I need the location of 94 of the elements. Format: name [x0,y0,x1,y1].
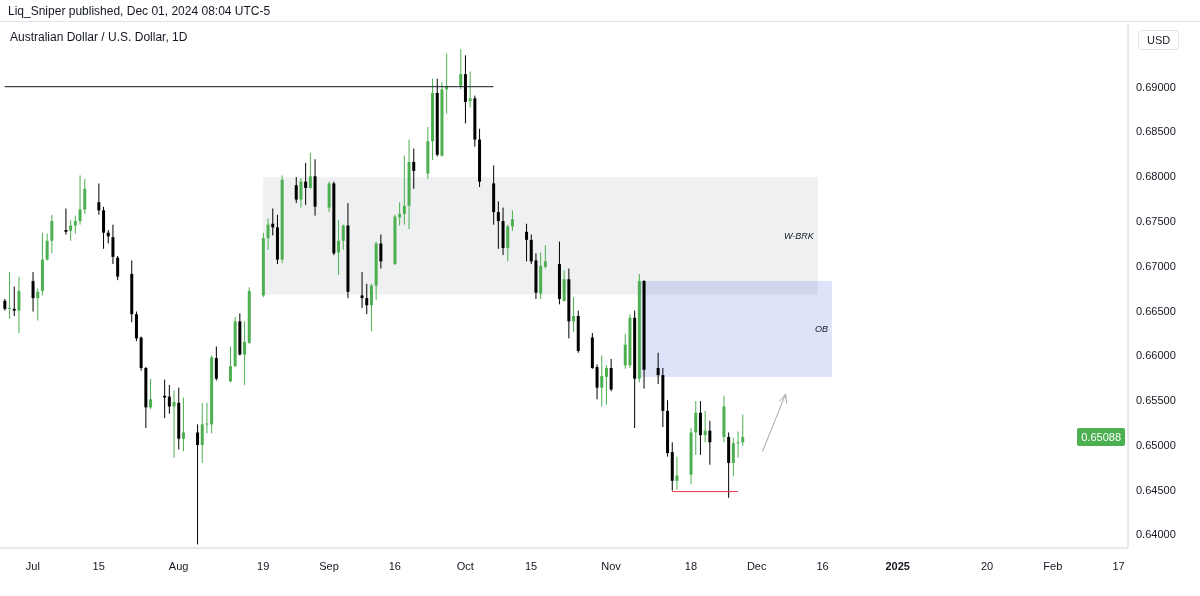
candlestick [365,283,369,315]
candlestick [731,437,735,477]
y-tick-label: 0.65000 [1136,438,1176,451]
x-tick-label: Feb [1043,560,1063,572]
candlestick [572,296,576,333]
candlestick [656,352,660,385]
candlestick [31,271,35,313]
candlestick [675,456,679,491]
candlestick [379,234,383,270]
x-tick-label: 16 [816,560,829,572]
candlestick [111,224,115,265]
candlestick [12,285,16,317]
candlestick [543,244,547,270]
y-tick-label: 0.64500 [1136,483,1176,496]
candlestick [163,379,167,419]
candlestick [181,397,185,452]
candlestick [609,358,613,392]
chart-subtitle: Liq_Sniper published, Dec 01, 2024 08:04 UTC-5 [8,4,271,18]
candlestick [50,214,54,254]
candlestick [341,224,345,251]
x-tick-label: Jul [25,560,40,572]
candlestick [600,354,604,407]
candlestick [8,271,12,320]
candlestick [299,177,303,209]
y-tick-label: 0.66000 [1136,349,1176,362]
x-tick-label: 15 [92,560,105,572]
candlestick [64,208,68,235]
y-tick-label: 0.67500 [1136,214,1176,227]
candlestick [496,200,500,250]
candlestick [703,410,707,443]
candlestick [741,414,745,447]
candlestick [694,400,698,456]
y-tick-label: 0.69000 [1136,80,1176,93]
x-tick-label: 18 [684,560,698,572]
x-tick-label: Sep [319,560,339,572]
candlestick [17,276,21,334]
candlestick [595,363,599,400]
candlestick [604,364,608,406]
candlestick [510,209,514,232]
candlestick [736,431,740,459]
y-tick-label: 0.68000 [1136,170,1176,183]
candlestick [562,269,566,303]
candlestick [294,176,298,204]
candlestick [308,152,312,190]
x-tick-label: 17 [1112,560,1125,572]
candlestick [708,420,712,466]
candlestick [402,155,406,226]
candlestick [205,402,209,434]
candlestick [525,223,529,262]
candlestick [266,217,270,251]
candlestick [468,70,472,108]
candlestick [200,402,204,464]
y-tick-label: 0.65500 [1136,394,1176,407]
candlestick [97,182,101,216]
x-tick-label: Oct [456,560,474,572]
candlestick [172,389,176,459]
text: OB [814,323,828,335]
candlestick [360,271,364,309]
candlestick [149,378,153,410]
candlestick [78,174,82,226]
candlestick [167,384,171,415]
x-tick-label: 16 [388,560,401,572]
x-tick-label: 20 [980,560,994,572]
candlestick [196,423,200,545]
candlestick [45,233,49,261]
candlestick [102,206,106,250]
candlestick [214,345,218,381]
candlestick [506,224,510,262]
y-tick-label: 0.64000 [1136,528,1176,541]
x-tick-label: Nov [601,560,622,572]
x-tick-label: 15 [524,560,538,572]
candlestick [243,320,247,386]
candlestick [337,219,341,276]
candlestick [698,400,702,456]
x-tick-label: Dec [746,560,767,572]
x-tick-label: 2025 [885,560,910,572]
candlestick [459,48,463,90]
candlestick [116,255,120,281]
candlestick [69,219,73,242]
annotation: 0.65088 [1077,428,1125,447]
candlestick [369,283,373,332]
candlestick [36,287,40,321]
y-tick-label: 0.67000 [1136,259,1176,272]
y-axis-title: USD [1138,30,1180,50]
x-tick-label: Aug [168,560,189,572]
candlestick [228,345,232,383]
y-tick-label: 0.66500 [1136,304,1176,317]
text: W-BRK [783,229,814,242]
x-tick-label: 19 [257,560,270,572]
candlestick [304,162,308,206]
y-tick-label: 0.68500 [1136,125,1176,138]
text: Australian Dollar / U.S. Dollar, 1D [10,30,188,44]
candlestick [412,148,416,190]
candlestick [83,178,87,215]
